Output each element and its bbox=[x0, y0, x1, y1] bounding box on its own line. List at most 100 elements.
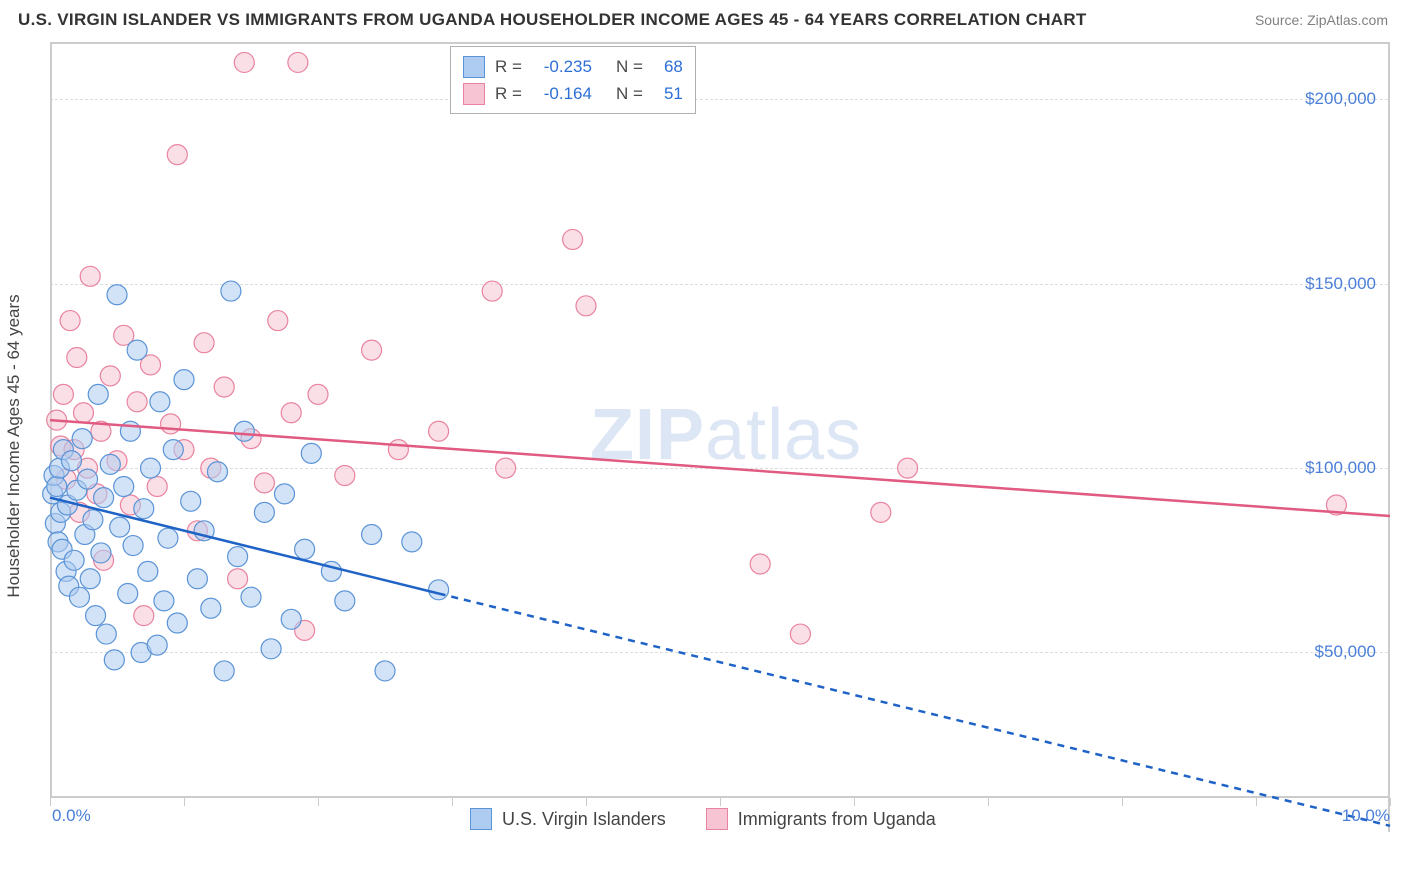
data-point bbox=[61, 451, 81, 471]
bottom-legend-item: U.S. Virgin Islanders bbox=[470, 808, 666, 830]
data-point bbox=[482, 281, 502, 301]
data-point bbox=[78, 469, 98, 489]
data-point bbox=[288, 52, 308, 72]
data-point bbox=[221, 281, 241, 301]
data-point bbox=[107, 285, 127, 305]
stat-n-label: N = bbox=[616, 80, 643, 107]
data-point bbox=[161, 414, 181, 434]
data-point bbox=[69, 587, 89, 607]
chart-area: ZIPatlas R =-0.235N =68R =-0.164N =51 $5… bbox=[50, 42, 1390, 832]
data-point bbox=[234, 421, 254, 441]
data-point bbox=[127, 340, 147, 360]
legend-swatch bbox=[463, 56, 485, 78]
data-point bbox=[234, 52, 254, 72]
data-point bbox=[281, 609, 301, 629]
data-point bbox=[100, 454, 120, 474]
data-point bbox=[208, 462, 228, 482]
data-point bbox=[214, 377, 234, 397]
data-point bbox=[898, 458, 918, 478]
data-point bbox=[80, 569, 100, 589]
x-tick-label: 10.0% bbox=[1342, 806, 1390, 826]
source-label: Source: ZipAtlas.com bbox=[1255, 12, 1388, 28]
data-point bbox=[114, 477, 134, 497]
data-point bbox=[47, 477, 67, 497]
data-point bbox=[141, 458, 161, 478]
data-point bbox=[86, 606, 106, 626]
data-point bbox=[174, 370, 194, 390]
data-point bbox=[194, 333, 214, 353]
data-point bbox=[268, 311, 288, 331]
data-point bbox=[241, 587, 261, 607]
data-point bbox=[375, 661, 395, 681]
data-point bbox=[53, 384, 73, 404]
data-point bbox=[67, 347, 87, 367]
data-point bbox=[100, 366, 120, 386]
data-point bbox=[388, 440, 408, 460]
x-tick bbox=[50, 798, 51, 806]
legend-swatch bbox=[463, 83, 485, 105]
data-point bbox=[362, 524, 382, 544]
chart-title: U.S. VIRGIN ISLANDER VS IMMIGRANTS FROM … bbox=[18, 10, 1087, 30]
x-tick-label: 0.0% bbox=[52, 806, 91, 826]
data-point bbox=[96, 624, 116, 644]
data-point bbox=[335, 465, 355, 485]
data-point bbox=[94, 488, 114, 508]
data-point bbox=[74, 403, 94, 423]
data-point bbox=[147, 477, 167, 497]
data-point bbox=[228, 547, 248, 567]
data-point bbox=[80, 266, 100, 286]
y-tick-label: $100,000 bbox=[1305, 458, 1376, 478]
y-axis-title: Householder Income Ages 45 - 64 years bbox=[4, 294, 24, 597]
data-point bbox=[134, 499, 154, 519]
legend-stats-row: R = -0.235 N = 68 bbox=[463, 53, 683, 80]
legend-label: Immigrants from Uganda bbox=[738, 809, 936, 830]
data-point bbox=[91, 543, 111, 563]
data-point bbox=[750, 554, 770, 574]
data-point bbox=[158, 528, 178, 548]
data-point bbox=[576, 296, 596, 316]
data-point bbox=[134, 606, 154, 626]
data-point bbox=[295, 539, 315, 559]
data-point bbox=[228, 569, 248, 589]
y-tick-label: $200,000 bbox=[1305, 89, 1376, 109]
data-point bbox=[563, 229, 583, 249]
data-point bbox=[871, 502, 891, 522]
x-tick bbox=[988, 798, 989, 806]
data-point bbox=[72, 429, 92, 449]
stat-r-label: R = bbox=[495, 53, 522, 80]
data-point bbox=[429, 421, 449, 441]
legend-stats-row: R =-0.164N =51 bbox=[463, 80, 683, 107]
data-point bbox=[88, 384, 108, 404]
data-point bbox=[335, 591, 355, 611]
x-tick bbox=[452, 798, 453, 806]
data-point bbox=[201, 598, 221, 618]
trend-line bbox=[439, 593, 1390, 825]
data-point bbox=[402, 532, 422, 552]
data-point bbox=[167, 613, 187, 633]
stat-r-label: R = bbox=[495, 80, 522, 107]
data-point bbox=[104, 650, 124, 670]
x-tick bbox=[1122, 798, 1123, 806]
data-point bbox=[60, 311, 80, 331]
data-point bbox=[154, 591, 174, 611]
x-tick bbox=[184, 798, 185, 806]
stat-n-value: 68 bbox=[653, 53, 683, 80]
data-point bbox=[123, 536, 143, 556]
stat-r-value: -0.164 bbox=[532, 80, 592, 107]
bottom-legend: U.S. Virgin Islanders Immigrants from Uga… bbox=[470, 808, 936, 830]
data-point bbox=[214, 661, 234, 681]
stat-n-label: N = bbox=[616, 53, 643, 80]
y-tick-label: $150,000 bbox=[1305, 274, 1376, 294]
data-point bbox=[254, 473, 274, 493]
data-point bbox=[110, 517, 130, 537]
x-tick bbox=[586, 798, 587, 806]
legend-stats-box: R =-0.235N =68R =-0.164N =51 bbox=[450, 46, 696, 114]
data-point bbox=[167, 145, 187, 165]
x-tick bbox=[1256, 798, 1257, 806]
stat-r-value: -0.235 bbox=[532, 53, 592, 80]
data-point bbox=[118, 583, 138, 603]
data-point bbox=[150, 392, 170, 412]
legend-label: U.S. Virgin Islanders bbox=[502, 809, 666, 830]
data-point bbox=[181, 491, 201, 511]
plot-svg bbox=[50, 44, 1388, 832]
